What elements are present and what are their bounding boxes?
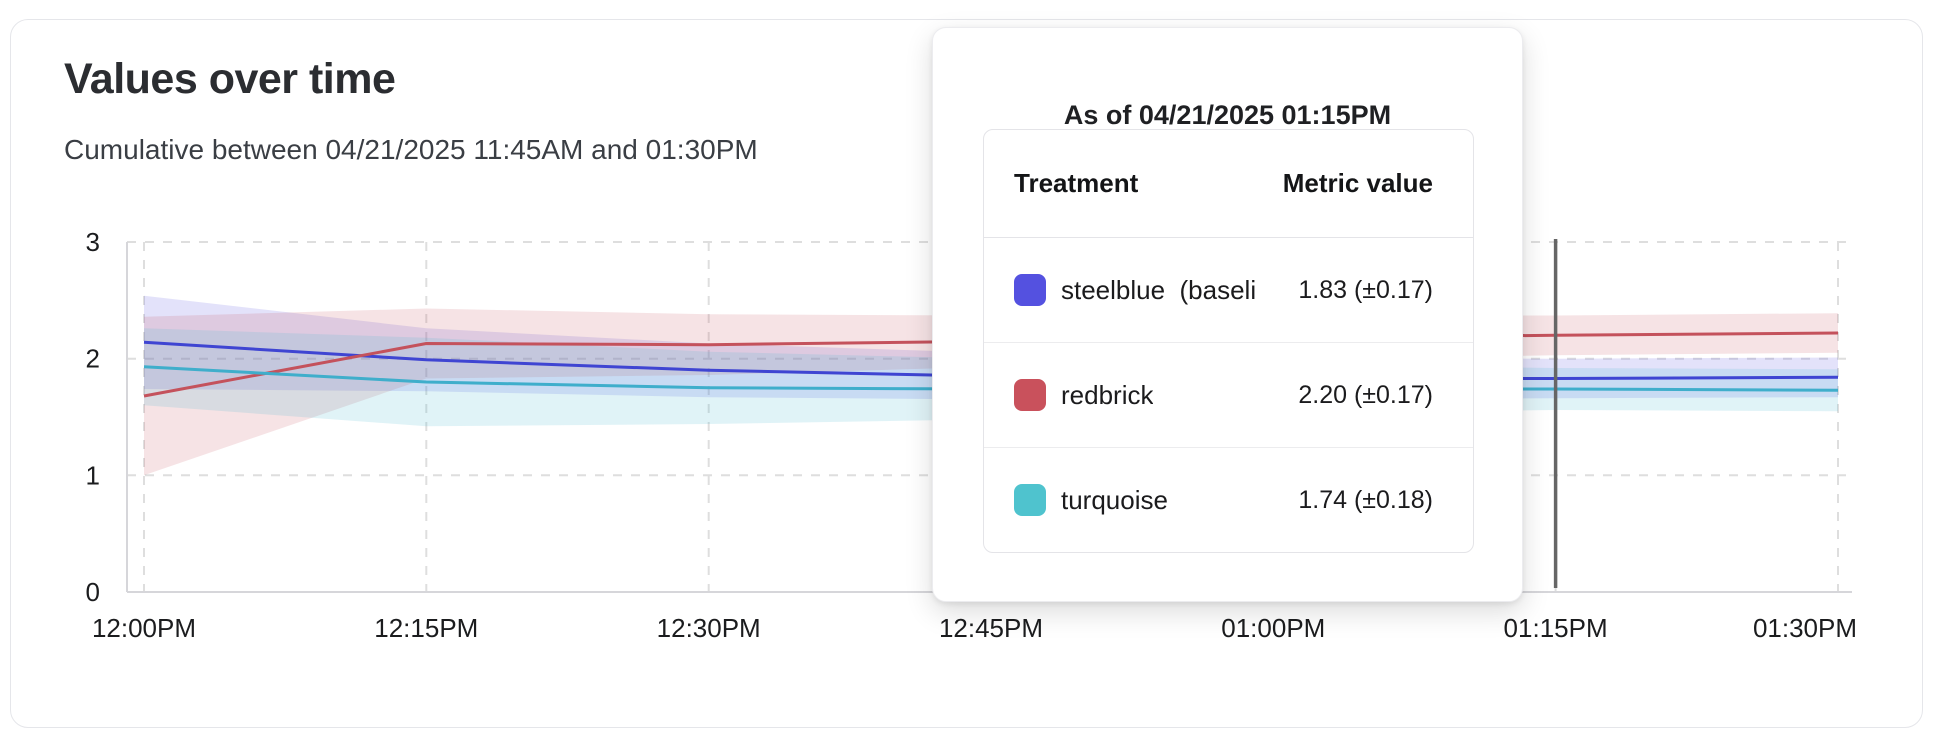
series-color-swatch (1014, 484, 1046, 516)
x-tick-label: 12:45PM (939, 613, 1043, 643)
series-color-swatch (1014, 379, 1046, 411)
page-subtitle: Cumulative between 04/21/2025 11:45AM an… (64, 134, 758, 165)
metric-value: 1.83 (±0.17) (1298, 275, 1433, 304)
x-tick-label: 01:30PM (1753, 613, 1857, 643)
treatment-label: turquoise (1061, 484, 1168, 515)
table-row: steelblue (baseli 1.83 (±0.17) (984, 238, 1473, 342)
series-color-swatch (1014, 274, 1046, 306)
x-tick-label: 12:15PM (374, 613, 478, 643)
tooltip-table: Treatment Metric value steelblue (baseli… (983, 129, 1474, 553)
tooltip-title: As of 04/21/2025 01:15PM (1063, 100, 1392, 130)
metric-value: 2.20 (±0.17) (1298, 380, 1433, 409)
x-tick-label: 01:15PM (1504, 613, 1608, 643)
tooltip-table-header: Treatment Metric value (984, 130, 1473, 238)
y-tick-label: 1 (86, 460, 100, 490)
y-tick-label: 2 (86, 344, 100, 374)
metric-value: 1.74 (±0.18) (1298, 485, 1433, 514)
x-tick-label: 12:00PM (92, 613, 196, 643)
y-tick-label: 0 (86, 577, 100, 607)
y-tick-label: 3 (86, 227, 100, 257)
table-row: turquoise 1.74 (±0.18) (984, 447, 1473, 552)
x-tick-label: 01:00PM (1221, 613, 1325, 643)
hover-tooltip: As of 04/21/2025 01:15PM Treatment Metri… (932, 27, 1523, 602)
treatment-label: redbrick (1061, 379, 1154, 410)
table-row: redbrick 2.20 (±0.17) (984, 342, 1473, 447)
x-tick-label: 12:30PM (657, 613, 761, 643)
page-title: Values over time (64, 55, 396, 103)
treatment-label: steelblue (baseli (1061, 274, 1257, 305)
column-header-treatment: Treatment (1014, 168, 1139, 198)
column-header-metric-value: Metric value (1282, 168, 1433, 198)
